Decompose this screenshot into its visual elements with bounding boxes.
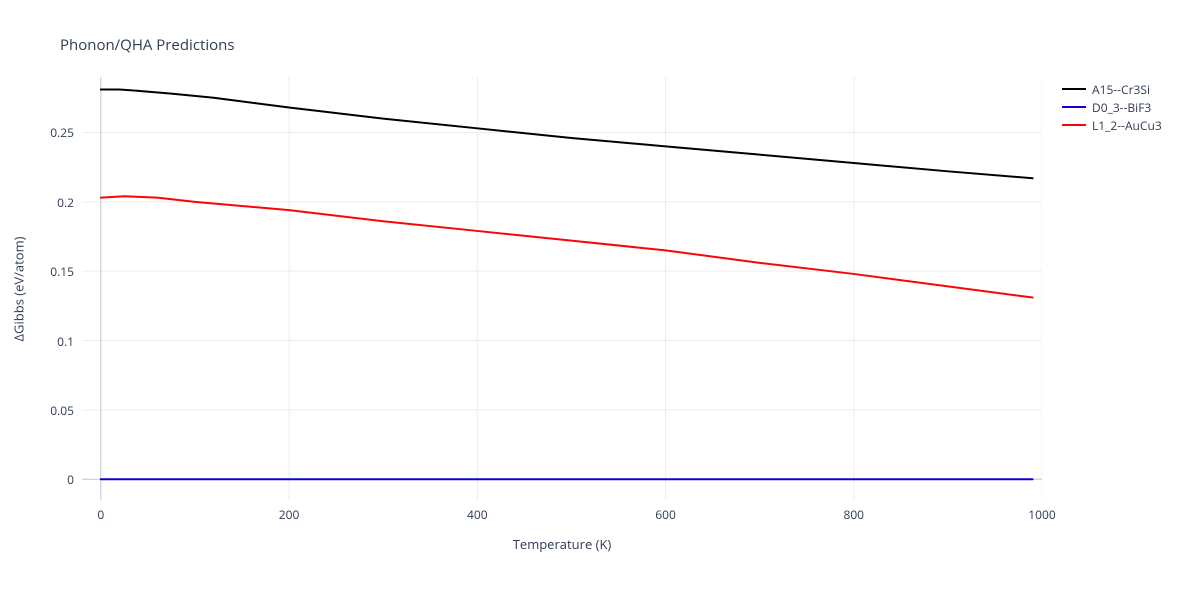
y-tick-label: 0.15: [24, 263, 74, 280]
legend-swatch: [1062, 106, 1086, 108]
legend-label: D0_3--BiF3: [1092, 99, 1151, 116]
x-axis-label: Temperature (K): [82, 535, 1042, 553]
legend-label: L1_2--AuCu3: [1092, 117, 1162, 134]
legend-item[interactable]: L1_2--AuCu3: [1062, 116, 1162, 134]
y-tick-label: 0.1: [24, 333, 74, 350]
legend-label: A15--Cr3Si: [1092, 81, 1150, 98]
page-title: Phonon/QHA Predictions: [60, 35, 235, 55]
legend[interactable]: A15--Cr3SiD0_3--BiF3L1_2--AuCu3: [1062, 80, 1162, 134]
x-tick-label: 800: [834, 506, 874, 523]
y-tick-label: 0.2: [24, 194, 74, 211]
y-tick-label: 0.25: [24, 124, 74, 141]
chart-svg: [82, 77, 1042, 500]
legend-item[interactable]: D0_3--BiF3: [1062, 98, 1162, 116]
x-tick-label: 0: [81, 506, 121, 523]
legend-swatch: [1062, 124, 1086, 126]
chart-area[interactable]: [82, 77, 1042, 500]
x-tick-label: 1000: [1022, 506, 1062, 523]
y-tick-label: 0.05: [24, 402, 74, 419]
x-tick-label: 200: [269, 506, 309, 523]
y-axis-label-text: ΔGibbs (eV/atom): [9, 236, 27, 341]
y-tick-label: 0: [24, 471, 74, 488]
x-tick-label: 600: [646, 506, 686, 523]
legend-item[interactable]: A15--Cr3Si: [1062, 80, 1162, 98]
x-tick-label: 400: [457, 506, 497, 523]
legend-swatch: [1062, 88, 1086, 90]
